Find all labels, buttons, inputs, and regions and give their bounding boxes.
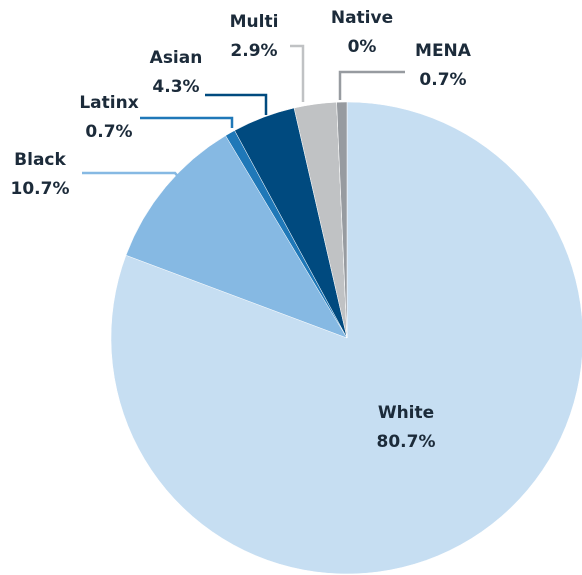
leader-line (338, 70, 405, 100)
pie-slice (125, 135, 348, 339)
slice-value: 0.7% (419, 70, 466, 90)
slice-label: White (378, 403, 434, 423)
slice-value: 4.3% (152, 77, 199, 97)
slice-value: 2.9% (230, 41, 277, 61)
leader-line (82, 171, 191, 191)
pie-slice (336, 101, 348, 339)
slice-label: Latinx (79, 93, 138, 113)
slice-value: 0% (348, 37, 377, 57)
leader-line (140, 116, 234, 128)
slice-value: 10.7% (11, 179, 70, 199)
slice-label: Black (14, 150, 66, 170)
slice-value: 0.7% (85, 122, 132, 142)
slice-label: Native (331, 8, 393, 28)
slice-label: MENA (415, 41, 472, 61)
leader-line (205, 93, 268, 115)
slice-value: 80.7% (377, 432, 436, 452)
slice-label: Asian (150, 48, 203, 68)
leader-line (290, 44, 305, 102)
slice-label: Multi (230, 12, 279, 32)
